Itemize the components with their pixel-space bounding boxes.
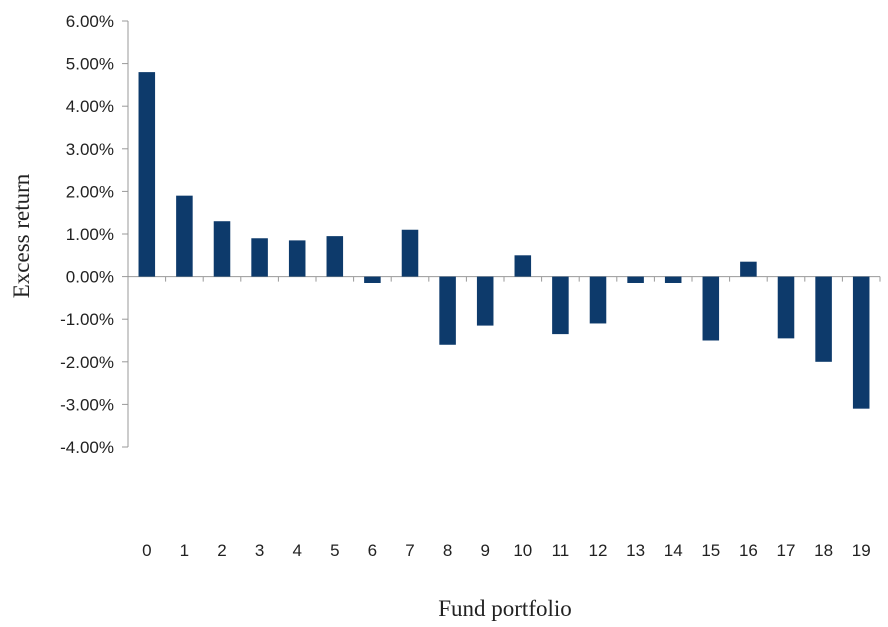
x-category-label: 4	[292, 541, 301, 560]
x-category-label: 2	[217, 541, 226, 560]
bar-5	[326, 236, 344, 277]
x-axis-title: Fund portfolio	[438, 596, 572, 621]
bar-4	[288, 240, 306, 277]
bar-18	[815, 276, 832, 362]
x-category-label: 6	[368, 541, 377, 560]
bar-6	[364, 276, 381, 283]
y-tick-label: 4.00%	[66, 97, 114, 116]
x-category-label: 17	[777, 541, 796, 560]
y-tick-label: -3.00%	[60, 395, 114, 414]
bars	[138, 72, 870, 409]
bar-3	[251, 238, 268, 277]
y-tick-label: 6.00%	[66, 12, 114, 31]
x-category-label: 1	[180, 541, 189, 560]
bar-11	[552, 276, 569, 335]
bar-15	[702, 276, 720, 341]
bar-8	[439, 276, 456, 345]
bar-17	[777, 276, 795, 339]
y-tick-label: -4.00%	[60, 438, 114, 457]
bar-0	[138, 72, 156, 277]
bar-14	[664, 276, 682, 283]
y-tick-label: 0.00%	[66, 268, 114, 287]
y-axis-title: Excess return	[9, 173, 34, 298]
bar-7	[401, 229, 419, 277]
bar-13	[627, 276, 644, 283]
x-category-label: 10	[513, 541, 532, 560]
x-axis	[127, 276, 881, 282]
y-tick-label: -2.00%	[60, 353, 114, 372]
bar-9	[476, 276, 494, 326]
bar-19	[852, 276, 870, 409]
x-category-label: 0	[142, 541, 151, 560]
x-category-label: 9	[480, 541, 489, 560]
x-category-label: 5	[330, 541, 339, 560]
x-category-label: 18	[814, 541, 833, 560]
y-tick-label: 3.00%	[66, 140, 114, 159]
y-tick-label: 1.00%	[66, 225, 114, 244]
x-category-labels: 0 1 2 3 4 5 6 7 8 9 10 11 12 13 14 15 16 17 18 19	[142, 541, 871, 560]
bar-10	[514, 255, 532, 277]
bar-1	[176, 195, 193, 277]
x-category-label: 13	[626, 541, 645, 560]
x-category-label: 7	[405, 541, 414, 560]
bar-2	[213, 221, 231, 277]
x-category-label: 8	[443, 541, 452, 560]
y-tick-label: -1.00%	[60, 310, 114, 329]
y-tick-label: 2.00%	[66, 182, 114, 201]
y-axis: 6.00% 5.00% 4.00% 3.00% 2.00% 1.00% 0.00% -1.00…	[60, 12, 129, 457]
x-category-label: 3	[255, 541, 264, 560]
x-category-label: 16	[739, 541, 758, 560]
x-category-label: 19	[852, 541, 871, 560]
x-category-label: 15	[701, 541, 720, 560]
bar-12	[589, 276, 607, 324]
x-category-label: 14	[664, 541, 683, 560]
y-tick-label: 5.00%	[66, 55, 114, 74]
x-category-label: 11	[552, 541, 570, 560]
x-category-label: 12	[589, 541, 608, 560]
bar-16	[740, 261, 757, 277]
